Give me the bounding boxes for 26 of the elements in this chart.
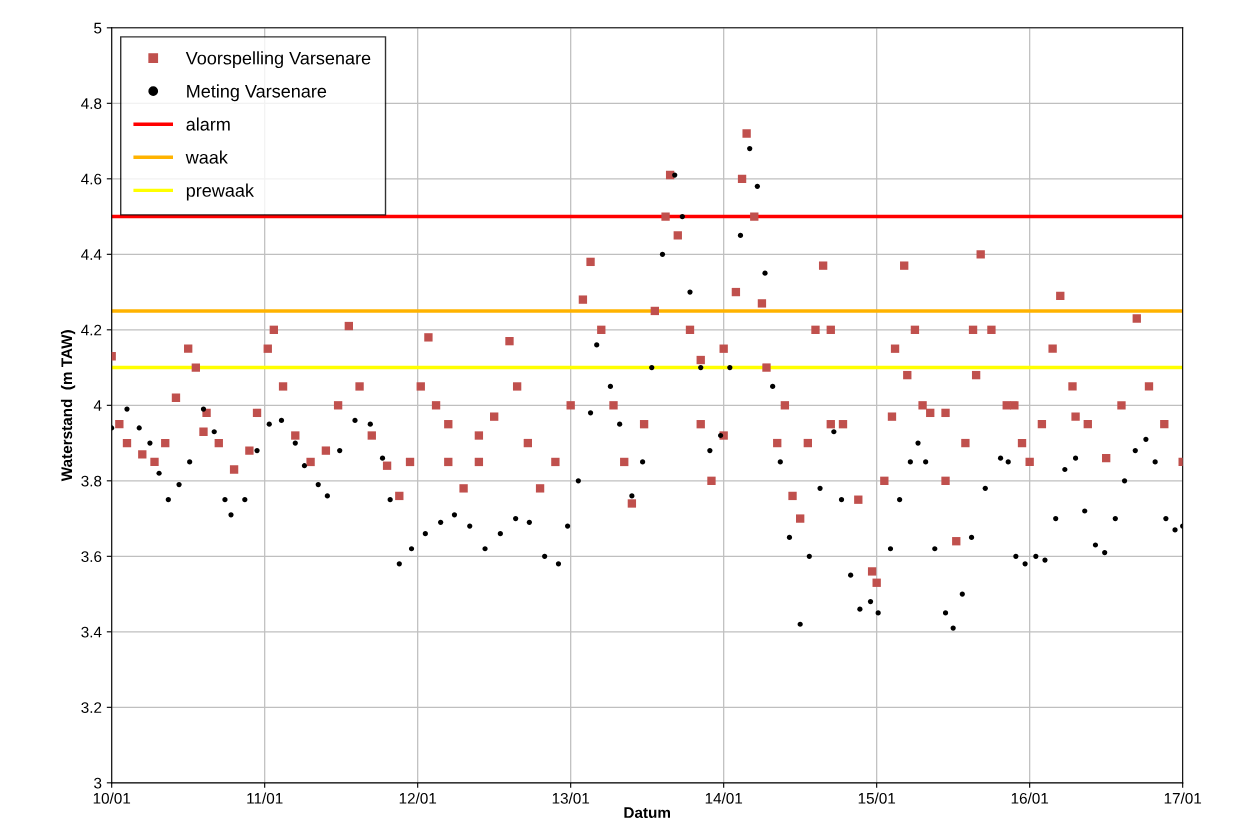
x-tick-label: 13/01 — [552, 792, 590, 804]
y-tick-label: 4.6 — [81, 173, 102, 185]
legend-label: Voorspelling Varsenare — [185, 51, 371, 69]
y-axis-title: Waterstand (m TAW) — [60, 330, 76, 482]
y-tick-label: 3.4 — [81, 626, 102, 638]
y-tick-label: 4 — [93, 400, 102, 411]
x-axis-title: Datum — [624, 807, 670, 818]
x-tick-label: 17/01 — [1164, 792, 1202, 804]
y-tick-label: 4.4 — [81, 249, 102, 260]
y-tick-label: 4.8 — [81, 98, 102, 109]
y-tick-label: 5 — [94, 22, 102, 34]
x-tick-label: 16/01 — [1011, 792, 1049, 804]
x-tick-label: 15/01 — [858, 792, 896, 804]
legend-label: waak — [185, 150, 228, 164]
x-tick-label: 12/01 — [399, 792, 437, 804]
x-tick-label: 14/01 — [705, 792, 743, 804]
legend-label: alarm — [186, 117, 230, 131]
x-tick-label: 10/01 — [93, 792, 131, 804]
y-tick-label: 3.8 — [81, 475, 102, 487]
x-tick-label: 11/01 — [247, 792, 283, 804]
legend-label: Meting Varsenare — [187, 84, 327, 102]
y-tick-label: 4.2 — [81, 324, 102, 336]
y-tick-label: 3.6 — [81, 551, 102, 563]
y-tick-label: 3 — [94, 777, 102, 789]
legend-label: prewaak — [186, 183, 254, 201]
y-tick-label: 3.2 — [81, 702, 102, 714]
